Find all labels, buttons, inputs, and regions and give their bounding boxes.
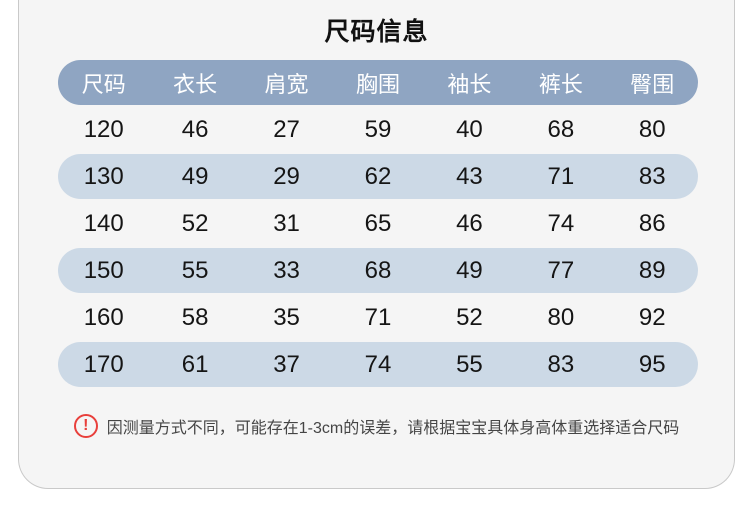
table-row: 160 58 35 71 52 80 92	[58, 295, 698, 340]
disclaimer-text: 因测量方式不同，可能存在1-3cm的误差，请根据宝宝具体身高体重选择适合尺码	[106, 420, 680, 437]
table-header-row: 尺码 衣长 肩宽 胸围 袖长 裤长 臀围	[58, 60, 698, 105]
table-cell: 43	[456, 162, 483, 190]
size-info-panel: 尺码信息 尺码 衣长 肩宽 胸围 袖长 裤长 臀围 120 46 27 59 4…	[18, 0, 735, 489]
page-title: 尺码信息	[324, 18, 429, 46]
table-cell: 55	[181, 256, 209, 284]
table-row: 150 55 33 68 49 77 89	[58, 248, 698, 293]
column-header-hip: 臀围	[630, 71, 675, 97]
table-cell: 83	[547, 350, 575, 378]
table-cell: 80	[638, 115, 666, 143]
table-cell: 33	[273, 256, 300, 284]
table-cell: 59	[364, 115, 392, 143]
table-cell: 29	[273, 162, 300, 190]
measurement-disclaimer: ! 因测量方式不同，可能存在1-3cm的误差，请根据宝宝具体身高体重选择适合尺码	[19, 414, 734, 438]
table-cell: 160	[83, 303, 124, 331]
table-cell: 65	[364, 209, 392, 237]
table-cell: 95	[638, 350, 666, 378]
table-cell: 31	[273, 209, 300, 237]
table-cell: 46	[456, 209, 483, 237]
table-cell: 49	[456, 256, 483, 284]
column-header-chest: 胸围	[355, 71, 400, 97]
table-cell: 77	[547, 256, 575, 284]
table-cell: 37	[273, 350, 300, 378]
table-cell: 52	[181, 209, 209, 237]
table-cell: 74	[547, 209, 575, 237]
table-cell: 71	[547, 162, 575, 190]
table-cell: 150	[83, 256, 124, 284]
table-cell: 68	[364, 256, 392, 284]
table-cell: 62	[364, 162, 392, 190]
table-cell: 83	[638, 162, 666, 190]
warning-exclamation-icon: !	[73, 414, 98, 438]
table-cell: 35	[273, 303, 300, 331]
table-cell: 120	[83, 115, 124, 143]
table-cell: 46	[181, 115, 209, 143]
table-cell: 80	[547, 303, 575, 331]
column-header-shoulder-width: 肩宽	[264, 71, 309, 97]
table-cell: 40	[456, 115, 483, 143]
table-cell: 61	[181, 350, 209, 378]
table-row: 170 61 37 74 55 83 95	[58, 342, 698, 387]
table-cell: 68	[547, 115, 575, 143]
table-cell: 27	[273, 115, 300, 143]
size-table: 尺码 衣长 肩宽 胸围 袖长 裤长 臀围 120 46 27 59 40 68 …	[58, 60, 698, 387]
table-row: 120 46 27 59 40 68 80	[58, 107, 698, 152]
table-cell: 86	[638, 209, 666, 237]
table-row: 140 52 31 65 46 74 86	[58, 201, 698, 246]
table-cell: 74	[364, 350, 392, 378]
table-cell: 140	[83, 209, 124, 237]
table-cell: 49	[181, 162, 209, 190]
table-cell: 89	[638, 256, 666, 284]
table-cell: 71	[364, 303, 392, 331]
table-row: 130 49 29 62 43 71 83	[58, 154, 698, 199]
column-header-garment-length: 衣长	[173, 71, 218, 97]
table-cell: 58	[181, 303, 209, 331]
column-header-sleeve-length: 袖长	[447, 71, 492, 97]
table-cell: 92	[638, 303, 666, 331]
table-cell: 52	[456, 303, 483, 331]
column-header-pants-length: 裤长	[538, 71, 583, 97]
table-cell: 130	[83, 162, 124, 190]
table-cell: 170	[83, 350, 124, 378]
table-cell: 55	[456, 350, 483, 378]
column-header-size: 尺码	[81, 71, 126, 97]
